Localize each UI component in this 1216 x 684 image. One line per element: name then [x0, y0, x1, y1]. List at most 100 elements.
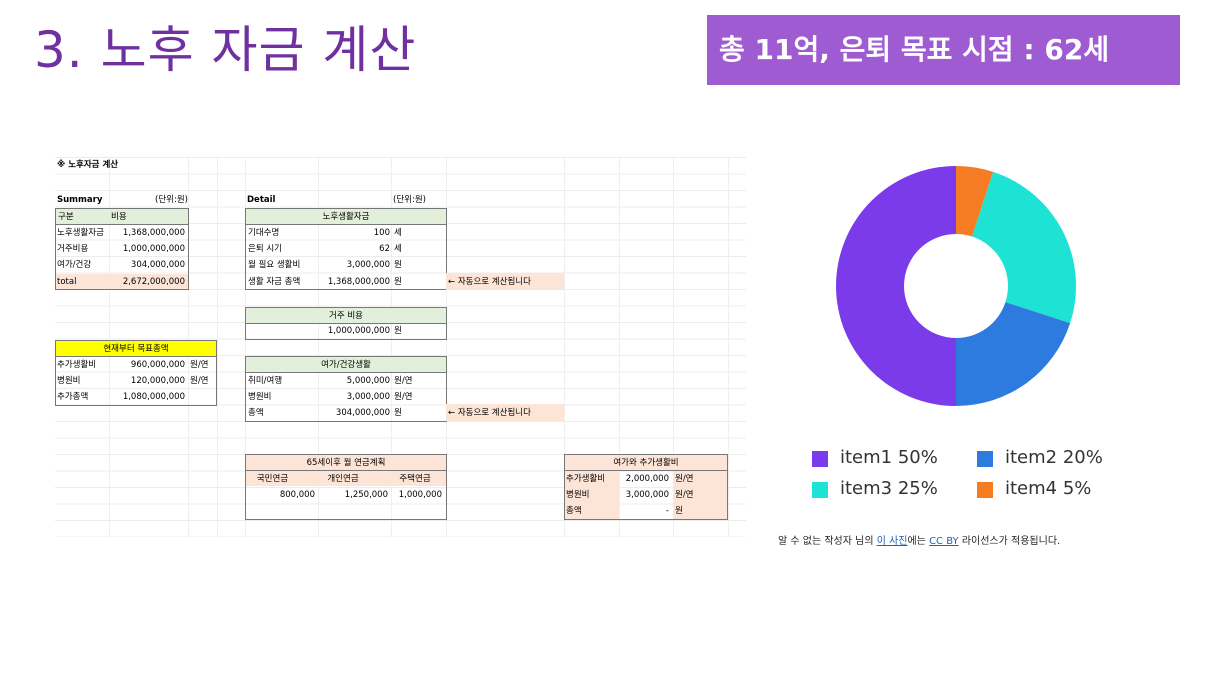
credit-prefix: 알 수 없는 작성자 님의	[778, 536, 877, 547]
pension-col: 국민연금	[256, 474, 289, 484]
auto-note-fill	[446, 273, 564, 290]
leisure-row-unit: 원/연	[394, 376, 413, 386]
legend-swatch-item3	[812, 482, 828, 498]
summary-col2: 비용	[111, 212, 127, 222]
target-header: 현재부터 목표총액	[55, 340, 217, 357]
pension-col: 주택연금	[399, 474, 431, 484]
living-row-value: 100	[373, 228, 390, 238]
slide-title: 3. 노후 자금 계산	[34, 21, 417, 79]
summary-row-value: 1,368,000,000	[122, 228, 185, 238]
living-row-key: 생활 자금 총액	[248, 277, 301, 287]
legend-swatch-item4	[977, 482, 993, 498]
extra-row-value: 3,000,000	[625, 490, 669, 500]
extra-row-key: 병원비	[566, 490, 590, 500]
target-row-value: 120,000,000	[130, 376, 185, 386]
legend-item4: item4 5%	[1005, 478, 1092, 499]
target-row-value: 1,080,000,000	[122, 392, 185, 402]
target-row-key: 병원비	[57, 376, 81, 386]
leisure-table	[245, 372, 447, 422]
extra-row-unit: 원/연	[675, 490, 694, 500]
legend-item2: item2 20%	[1005, 447, 1103, 468]
pension-header: 65세이후 월 연금계획	[245, 454, 447, 471]
living-header: 노후생활자금	[245, 208, 447, 225]
slice-item3	[972, 171, 1076, 324]
target-row-key: 추가생활비	[57, 360, 97, 370]
living-row-value: 1,368,000,000	[327, 277, 390, 287]
image-credit: 알 수 없는 작성자 님의 이 사진에는 CC BY 라이선스가 적용됩니다.	[778, 532, 1060, 547]
housing-value: 1,000,000,000	[327, 326, 390, 336]
leisure-row-unit: 원/연	[394, 392, 413, 402]
extra-row-unit: 원/연	[675, 474, 694, 484]
leisure-row-unit: 원	[394, 408, 402, 418]
summary-table	[55, 224, 189, 290]
legend-item3: item3 25%	[840, 478, 938, 499]
target-row-value: 960,000,000	[130, 360, 185, 370]
living-row-value: 3,000,000	[346, 260, 390, 270]
extra-row-unit: 원	[675, 506, 683, 516]
summary-row-value: 304,000,000	[130, 260, 185, 270]
leisure-row-value: 3,000,000	[346, 392, 390, 402]
living-row-key: 기대수명	[248, 228, 280, 238]
summary-col1: 구분	[58, 212, 74, 222]
summary-row-key: 거주비용	[57, 244, 89, 254]
leisure-row-key: 취미/여행	[248, 376, 283, 386]
living-row-value: 62	[379, 244, 390, 254]
extra-unit-fill	[673, 471, 727, 519]
pension-val: 800,000	[279, 490, 315, 500]
housing-table	[245, 323, 447, 340]
legend-item1: item1 50%	[840, 447, 938, 468]
summary-row-value: 1,000,000,000	[122, 244, 185, 254]
pension-val: 1,000,000	[398, 490, 442, 500]
summary-total-value: 2,672,000,000	[122, 277, 185, 287]
donut-chart	[836, 166, 1076, 406]
living-row-key: 은퇴 시기	[248, 244, 282, 254]
spreadsheet-image: ※ 노후자금 계산 Summary (단위:원) 구분 비용 노후생활자금 1,…	[55, 157, 746, 537]
legend-swatch-item1	[812, 451, 828, 467]
target-row-unit: 원/연	[190, 376, 209, 386]
housing-unit: 원	[394, 326, 402, 336]
pension-col: 개인연금	[327, 474, 359, 484]
summary-row-key: 여가/건강	[57, 260, 92, 270]
sheet-heading: ※ 노후자금 계산	[57, 160, 119, 170]
license-link[interactable]: CC BY	[929, 536, 959, 547]
slice-item2	[956, 302, 1071, 406]
pension-table	[245, 470, 447, 520]
auto-note: ← 자동으로 계산됩니다	[448, 277, 531, 287]
living-row-unit: 세	[394, 244, 402, 254]
goal-banner: 총 11억, 은퇴 목표 시점 : 62세	[707, 15, 1180, 85]
housing-header: 거주 비용	[245, 307, 447, 324]
extra-table	[564, 470, 728, 520]
living-row-unit: 세	[394, 228, 402, 238]
living-table	[245, 224, 447, 290]
leisure-row-key: 병원비	[248, 392, 272, 402]
living-row-unit: 원	[394, 260, 402, 270]
leisure-row-key: 총액	[248, 408, 264, 418]
target-row-key: 추가총액	[57, 392, 89, 402]
extra-row-key: 총액	[566, 506, 582, 516]
slice-item1	[836, 166, 956, 406]
detail-unit: (단위:원)	[393, 195, 426, 205]
summary-header-row: 구분 비용	[55, 208, 189, 225]
pension-cols-fill	[246, 471, 446, 486]
pension-val: 1,250,000	[344, 490, 388, 500]
auto-note-fill	[446, 404, 564, 421]
extra-row-value: -	[665, 506, 669, 516]
extra-key-fill	[565, 471, 619, 519]
target-table	[55, 356, 217, 406]
extra-row-key: 추가생활비	[566, 474, 606, 484]
leisure-header: 여가/건강생활	[245, 356, 447, 373]
summary-label: Summary	[57, 195, 103, 205]
leisure-row-value: 304,000,000	[335, 408, 390, 418]
slice-item4	[956, 166, 994, 237]
extra-header: 여가와 추가생활비	[564, 454, 728, 471]
living-row-unit: 원	[394, 277, 402, 287]
credit-middle: 에는	[907, 536, 930, 547]
leisure-row-value: 5,000,000	[346, 376, 390, 386]
photo-link[interactable]: 이 사진	[876, 536, 908, 547]
legend-swatch-item2	[977, 451, 993, 467]
summary-total-key: total	[57, 277, 77, 287]
auto-note-2: ← 자동으로 계산됩니다	[448, 408, 531, 418]
living-row-key: 월 필요 생활비	[248, 260, 301, 270]
summary-row-key: 노후생활자금	[57, 228, 104, 238]
detail-label: Detail	[247, 195, 276, 205]
